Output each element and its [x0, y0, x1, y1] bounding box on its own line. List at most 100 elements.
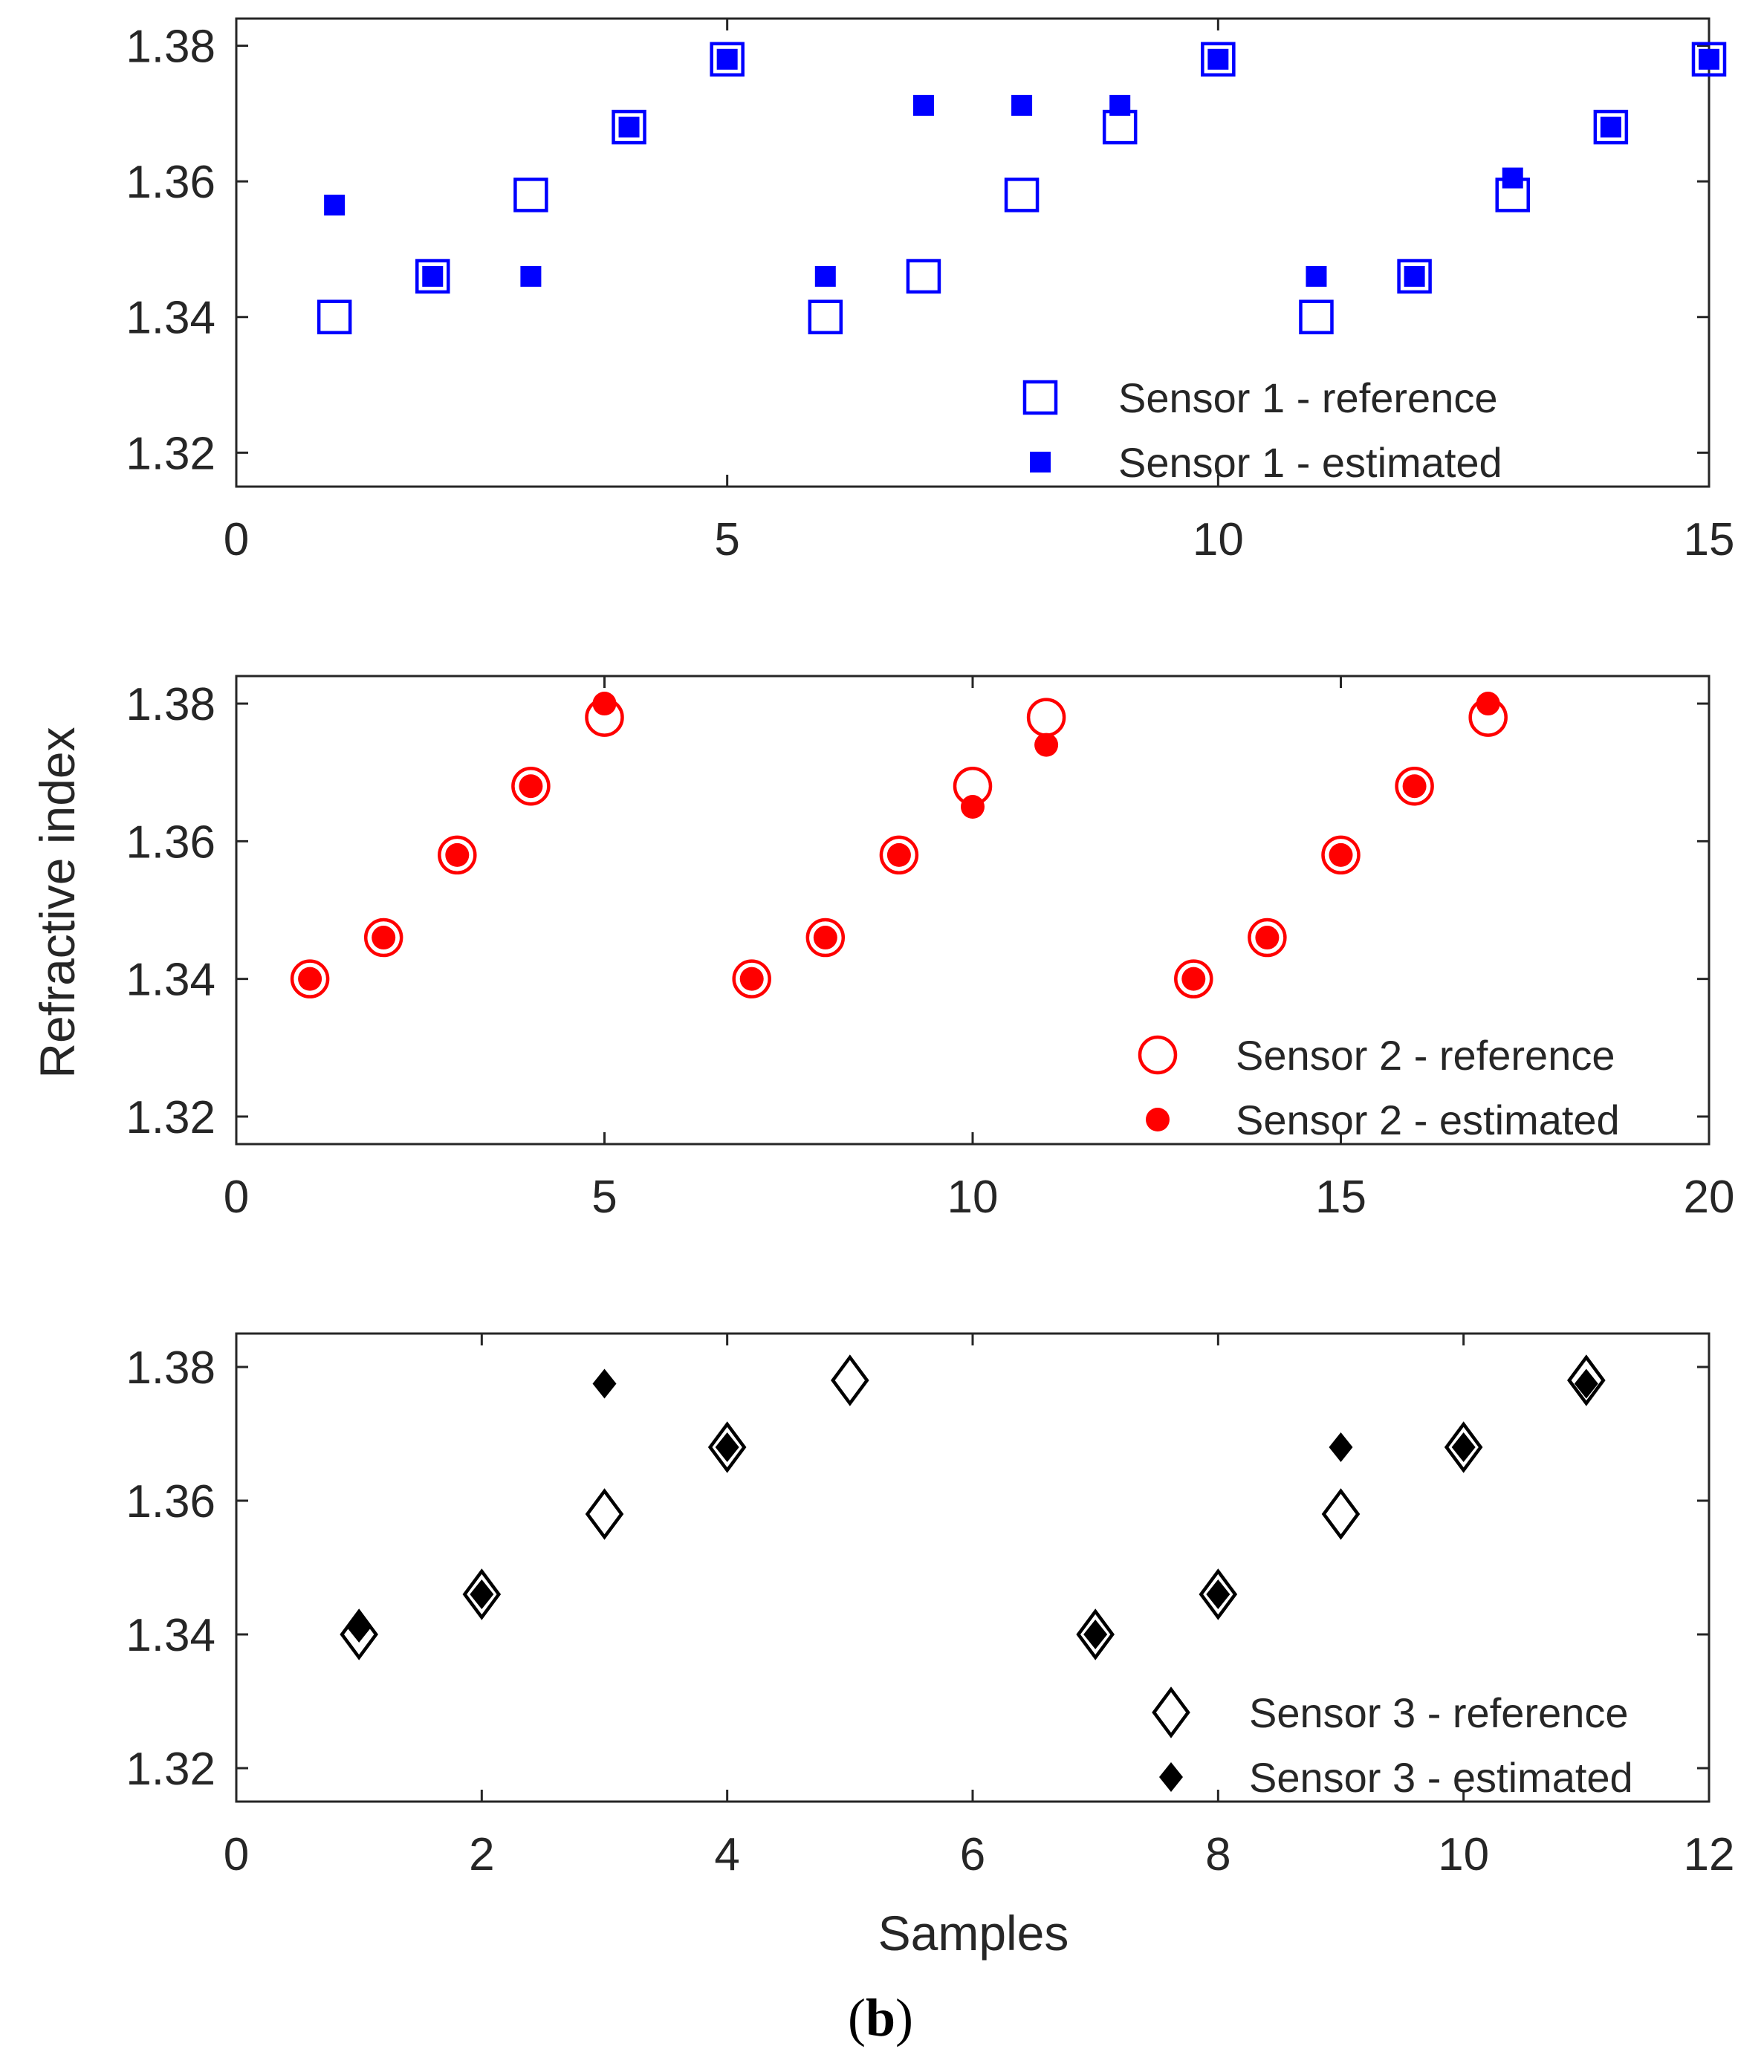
y-tick-label: 1.38	[126, 1342, 215, 1394]
x-tick-label: 10	[947, 1172, 999, 1223]
data-point	[814, 265, 836, 287]
y-tick-label: 1.32	[126, 428, 215, 479]
data-point	[519, 774, 543, 799]
data-point	[1574, 1368, 1598, 1399]
x-axis-title: Samples	[878, 1906, 1069, 1961]
data-point	[1306, 265, 1327, 287]
data-point	[906, 259, 941, 294]
legend-label: Sensor 2 - estimated	[1236, 1097, 1620, 1143]
data-point	[422, 265, 444, 287]
data-point	[1395, 766, 1434, 806]
data-point	[438, 835, 477, 875]
legend-label: Sensor 3 - reference	[1249, 1689, 1628, 1736]
series-reference	[317, 42, 1727, 334]
data-point	[710, 42, 745, 77]
x-tick-label: 2	[469, 1829, 494, 1880]
data-point	[347, 1613, 372, 1643]
data-point	[290, 959, 330, 998]
data-point	[1248, 918, 1287, 958]
data-point	[1174, 959, 1213, 998]
legend-marker	[1022, 380, 1058, 415]
data-point	[1444, 1421, 1483, 1473]
chart-panel-middle: 0 5 10 15 20 1.32 1.34 1.36 1.38 Sensor 2 - refer…	[126, 675, 1734, 1223]
data-point	[1404, 265, 1425, 287]
data-point	[298, 967, 322, 991]
data-point	[805, 918, 846, 958]
data-point	[317, 299, 352, 334]
x-tick-label: 10	[1438, 1829, 1489, 1880]
data-point	[1451, 1432, 1476, 1462]
legend-label: Sensor 2 - reference	[1236, 1032, 1615, 1079]
y-tick-label: 1.38	[126, 22, 215, 73]
data-point	[715, 1432, 739, 1462]
data-point	[1199, 1568, 1238, 1620]
data-point	[513, 178, 548, 212]
data-point	[716, 48, 738, 70]
data-point	[1699, 48, 1719, 70]
chart-panel-bottom: 0 2 4 6 8 10 12 1.32 1.34 1.36 1.38 Sensor 3 - refe…	[126, 1332, 1734, 1880]
x-tick-label: 15	[1684, 514, 1735, 565]
series-estimated	[324, 48, 1719, 287]
x-tick-label: 5	[591, 1172, 617, 1223]
data-point	[961, 795, 985, 819]
data-point	[511, 766, 551, 806]
data-point	[470, 1579, 494, 1609]
x-tick-label: 15	[1315, 1172, 1366, 1223]
data-point	[1083, 1620, 1108, 1649]
data-point	[1593, 109, 1629, 145]
data-point	[1206, 1579, 1230, 1609]
data-point	[912, 94, 934, 116]
legend-label: Sensor 1 - reference	[1118, 374, 1497, 421]
y-tick-label: 1.32	[126, 1744, 215, 1795]
series-reference	[340, 1354, 1606, 1660]
panels: 0 5 10 15 1.32 1.34 1.36 1.38 Sensor 1 - referen…	[126, 17, 1735, 1880]
y-tick-label: 1.34	[126, 293, 215, 344]
legend-label: Sensor 1 - estimated	[1118, 439, 1502, 486]
data-point	[707, 1421, 747, 1473]
data-point	[1076, 1608, 1115, 1660]
data-point	[1397, 259, 1432, 294]
data-point	[372, 926, 396, 950]
data-point	[739, 967, 764, 991]
data-point	[1691, 42, 1727, 77]
data-point	[1004, 178, 1040, 212]
data-point	[592, 692, 617, 716]
legend: Sensor 1 - reference Sensor 1 - estimated	[1022, 374, 1502, 486]
y-tick-label: 1.36	[126, 816, 215, 868]
plot-frame	[235, 17, 1711, 488]
data-point	[813, 926, 837, 950]
data-point	[1600, 117, 1621, 138]
legend-marker	[1138, 1035, 1178, 1075]
x-tick-label: 6	[960, 1829, 985, 1880]
y-axis-title: Refractive index	[30, 727, 85, 1078]
x-tick-label: 4	[714, 1829, 739, 1880]
data-point	[1207, 48, 1229, 70]
y-tick-label: 1.34	[126, 1610, 215, 1661]
x-tick-label: 0	[224, 514, 249, 565]
panel-label-open: (	[848, 1988, 866, 2047]
data-point	[1402, 774, 1427, 799]
data-point	[1181, 967, 1206, 991]
data-point	[324, 195, 346, 216]
data-point	[1502, 167, 1523, 189]
data-point	[808, 299, 843, 334]
data-point	[1299, 299, 1334, 334]
x-tick-label: 8	[1205, 1829, 1230, 1880]
series-reference	[290, 698, 1508, 998]
data-point	[1329, 842, 1353, 867]
data-point	[340, 1608, 378, 1660]
data-point	[363, 918, 403, 958]
y-tick-label: 1.36	[126, 157, 215, 208]
y-tick-label: 1.32	[126, 1092, 215, 1143]
data-point	[1109, 94, 1131, 116]
y-tick-label: 1.36	[126, 1476, 215, 1527]
chart-panel-top: 0 5 10 15 1.32 1.34 1.36 1.38 Sensor 1 - referen…	[126, 17, 1735, 565]
data-point	[1201, 42, 1236, 77]
x-tick-label: 0	[224, 1829, 249, 1880]
data-point	[1476, 692, 1500, 716]
legend-marker	[1030, 452, 1051, 472]
panel-label-close: )	[895, 1988, 913, 2047]
data-point	[732, 959, 771, 998]
data-point	[618, 117, 640, 138]
legend-marker	[1159, 1762, 1183, 1792]
